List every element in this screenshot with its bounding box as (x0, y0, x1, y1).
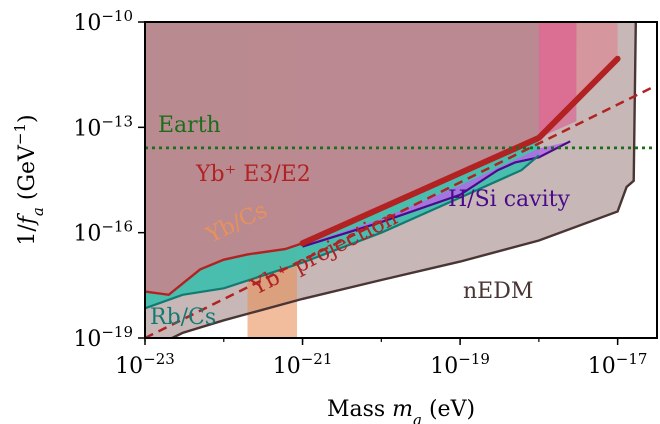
x-axis-title: Mass ma (eV) (327, 397, 475, 424)
hsi-cavity-label: H/Si cavity (448, 187, 570, 212)
x-tick-label: 10−23 (115, 350, 175, 379)
y-tick-label: 10−19 (73, 323, 133, 352)
yb-projection-line (145, 84, 656, 338)
rb-cs-label: Rb/Cs (150, 305, 216, 330)
x-tick-label: 10−19 (430, 350, 490, 379)
yb-e3e2-overlay (145, 22, 539, 295)
yb-e3e2-label: Yb⁺ E3/E2 (195, 162, 311, 187)
x-tick-label: 10−17 (588, 350, 648, 379)
earth-label: Earth (158, 113, 221, 138)
y-tick-label: 10−13 (73, 112, 133, 141)
nEDM-label: nEDM (463, 279, 533, 304)
plot-frame (144, 21, 658, 339)
y-tick-label: 10−10 (73, 7, 133, 36)
y-axis-title: 1/fa (GeV−1) (11, 114, 47, 245)
x-tick-label: 10−21 (273, 350, 333, 379)
y-tick-label: 10−16 (73, 218, 133, 247)
nEDM-edge (169, 22, 637, 338)
yb-e3e2-band (299, 55, 621, 247)
rb-cs-edge (145, 154, 540, 310)
